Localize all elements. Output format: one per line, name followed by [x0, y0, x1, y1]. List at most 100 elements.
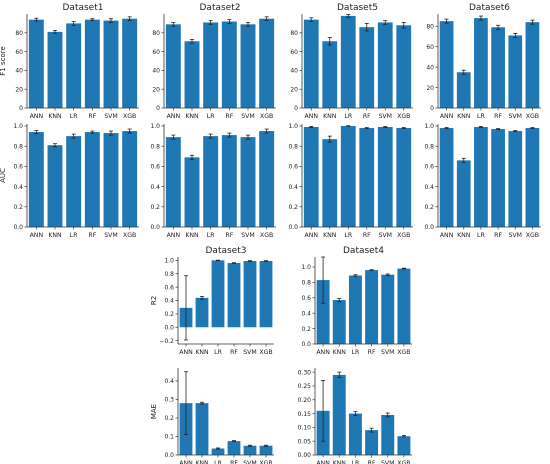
x-tick-label: ANN	[179, 349, 193, 356]
y-axis-label: F1 score	[0, 46, 7, 76]
y-tick-label: 0.0	[164, 452, 174, 459]
x-tick-label: ANN	[305, 113, 319, 120]
bar	[211, 448, 225, 455]
bar	[359, 27, 375, 108]
x-tick-label: ANN	[30, 113, 44, 120]
chart-title: Dataset5	[337, 3, 378, 13]
x-tick-label: RF	[88, 232, 96, 239]
x-tick-label: RF	[363, 113, 371, 120]
bar	[508, 35, 523, 108]
bar	[227, 263, 241, 328]
y-tick-label: 1.0	[13, 123, 23, 130]
x-tick-label: RF	[363, 232, 371, 239]
y-tick-label: 1.0	[288, 123, 298, 130]
chart-title: Dataset6	[469, 3, 510, 13]
x-tick-label: LR	[352, 349, 360, 356]
x-tick-label: RF	[368, 460, 376, 464]
x-tick-label: LR	[207, 113, 215, 120]
bar	[381, 414, 395, 455]
x-tick-label: XGB	[260, 113, 273, 120]
x-tick-label: ANN	[179, 460, 193, 464]
bar	[66, 136, 82, 227]
x-tick-label: LR	[477, 232, 485, 239]
x-tick-label: KNN	[333, 460, 347, 464]
x-tick-label: ANN	[30, 232, 44, 239]
bar	[122, 18, 138, 109]
bar	[303, 19, 319, 108]
bar	[332, 300, 346, 344]
bar	[396, 25, 412, 109]
x-tick-label: XGB	[259, 349, 272, 356]
y-tick-label: 0.2	[164, 311, 174, 318]
y-tick-label: 0.4	[288, 184, 298, 191]
bar	[211, 260, 225, 328]
y-tick-label: 0	[430, 105, 434, 112]
bar	[122, 131, 138, 227]
chart-title: Dataset3	[206, 246, 247, 256]
bar	[165, 137, 181, 227]
x-tick-label: XGB	[526, 232, 539, 239]
y-tick-label: 0.1	[164, 434, 174, 441]
y-tick-label: 0.10	[298, 425, 312, 432]
x-tick-label: LR	[477, 113, 485, 120]
bar	[259, 261, 273, 328]
bar	[103, 133, 119, 227]
bar	[340, 15, 356, 109]
y-tick-label: 0.6	[150, 164, 160, 171]
bar	[340, 126, 356, 227]
x-tick-label: RF	[230, 349, 238, 356]
bar	[47, 145, 63, 227]
bar	[47, 31, 63, 108]
x-tick-label: ANN	[440, 113, 454, 120]
bar	[439, 21, 454, 108]
x-tick-label: LR	[207, 232, 215, 239]
x-tick-label: RF	[230, 460, 238, 464]
x-tick-label: ANN	[167, 232, 181, 239]
x-tick-label: XGB	[260, 232, 273, 239]
y-tick-label: −0.2	[159, 338, 174, 345]
y-tick-label: 20	[152, 86, 160, 93]
y-tick-label: 0.2	[301, 326, 311, 333]
y-tick-label: 0.2	[150, 204, 160, 211]
bar	[221, 135, 237, 227]
y-tick-label: 80	[290, 30, 298, 37]
y-tick-label: 0.20	[298, 397, 312, 404]
y-tick-label: 0.4	[164, 298, 174, 305]
bar	[397, 268, 411, 344]
x-tick-label: RF	[494, 232, 502, 239]
x-tick-label: RF	[225, 113, 233, 120]
chart-f1-ds1: Dataset1 F1 score ANN KNN LR RF SVM XGB 0 20 40 60 8…	[0, 3, 139, 120]
y-tick-label: 0.4	[13, 184, 23, 191]
x-tick-label: ANN	[305, 232, 319, 239]
y-tick-label: 0.05	[298, 438, 312, 445]
y-axis-label: AUC	[0, 168, 7, 183]
chart-title: Dataset1	[63, 3, 104, 13]
bar	[525, 22, 540, 108]
y-tick-label: 80	[152, 30, 160, 37]
x-tick-label: KNN	[457, 232, 471, 239]
bar	[84, 19, 100, 108]
bar	[348, 275, 362, 344]
x-tick-label: ANN	[316, 460, 330, 464]
y-axis-label: MAE	[150, 404, 158, 419]
chart-f1-ds5: Dataset5 ANN KNN LR RF SVM XGB 0 20 40 60 80	[290, 3, 413, 120]
bar	[184, 157, 200, 227]
chart-auc-ds1: AUC ANN KNN LR RF SVM XGB 0.0 0.2 0.4 0.6 0.8 1.0	[0, 123, 139, 239]
y-tick-label: 0.6	[424, 164, 434, 171]
y-tick-label: 0.0	[424, 224, 434, 231]
bar	[365, 270, 379, 344]
x-tick-label: LR	[70, 113, 78, 120]
y-tick-label: 0.2	[13, 204, 23, 211]
bar	[456, 72, 471, 108]
x-tick-label: ANN	[316, 349, 330, 356]
x-tick-label: XGB	[397, 232, 410, 239]
x-tick-label: LR	[344, 113, 352, 120]
bar	[184, 41, 200, 109]
chart-r2-ds3: Dataset3 R2 ANN KNN LR RF SVM XGB −0.2 0.0 0.2 0.4 0…	[150, 246, 274, 356]
bar	[439, 128, 454, 227]
chart-mae-ds3: MAE ANN KNN LR RF SVM XGB 0.0 0.1 0.2 0.3 0.4	[150, 368, 274, 464]
x-tick-label: RF	[225, 232, 233, 239]
y-tick-label: 0.00	[298, 452, 312, 459]
y-tick-label: 0.2	[424, 204, 434, 211]
